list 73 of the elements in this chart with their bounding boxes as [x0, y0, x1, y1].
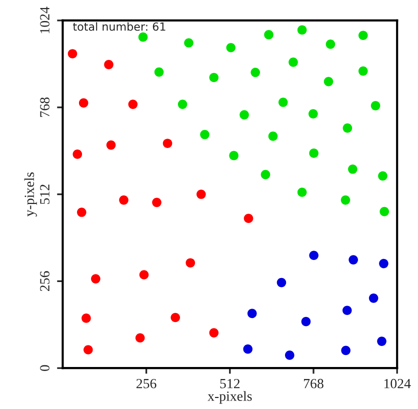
point [301, 316, 311, 326]
point [226, 42, 236, 52]
point [309, 148, 318, 158]
point [377, 336, 386, 346]
x-axis-title: x-pixels [208, 391, 252, 404]
point [342, 123, 352, 133]
point [68, 49, 78, 58]
point [370, 101, 380, 110]
point [78, 98, 88, 108]
point [358, 66, 368, 76]
point [138, 32, 148, 42]
point [84, 345, 93, 354]
x-tick-label: 512 [220, 378, 240, 388]
point [128, 100, 138, 109]
point [106, 140, 116, 150]
point [264, 30, 274, 40]
point [152, 198, 162, 208]
point [309, 250, 318, 260]
point [209, 328, 219, 338]
point [368, 294, 378, 303]
point [308, 109, 318, 118]
point [378, 171, 388, 181]
point [288, 58, 298, 67]
point [240, 110, 249, 120]
point [324, 76, 334, 86]
point [243, 344, 253, 354]
point [379, 258, 388, 268]
y-axis-title: y-pixels [24, 172, 37, 216]
y-tick-label: 256 [40, 271, 50, 291]
point [104, 60, 114, 70]
point [297, 188, 307, 197]
point [184, 38, 194, 48]
y-tick-label: 768 [40, 97, 50, 117]
point [170, 312, 180, 322]
point [139, 270, 149, 280]
annotation: total number: 61 [73, 22, 166, 31]
point [200, 130, 210, 140]
point [380, 206, 390, 216]
x-tick-label: 256 [136, 378, 156, 388]
x-tick-label: 1024 [384, 378, 411, 388]
point [276, 278, 286, 288]
point [340, 195, 350, 205]
point [154, 67, 164, 77]
point [76, 208, 86, 217]
y-tick-label: 1024 [40, 6, 50, 34]
point [348, 255, 358, 264]
point [196, 190, 206, 199]
point [297, 25, 307, 35]
point [135, 333, 145, 343]
point [268, 132, 278, 141]
point [247, 308, 257, 318]
y-tick-label: 512 [40, 184, 50, 204]
point [119, 195, 128, 205]
y-tick-label: 0 [40, 365, 50, 372]
x-tick-label: 768 [304, 378, 324, 388]
point [178, 100, 188, 109]
point [82, 314, 91, 323]
point [229, 150, 238, 160]
point [358, 30, 368, 40]
point [72, 150, 82, 159]
point [250, 68, 260, 78]
point [209, 72, 219, 82]
point [326, 40, 336, 49]
point [348, 164, 358, 174]
point [341, 346, 350, 356]
point [91, 274, 100, 284]
point [260, 170, 270, 180]
point [285, 350, 294, 360]
point [244, 214, 254, 224]
point [186, 258, 196, 268]
point [342, 306, 352, 316]
point [278, 98, 288, 107]
point [162, 138, 172, 148]
